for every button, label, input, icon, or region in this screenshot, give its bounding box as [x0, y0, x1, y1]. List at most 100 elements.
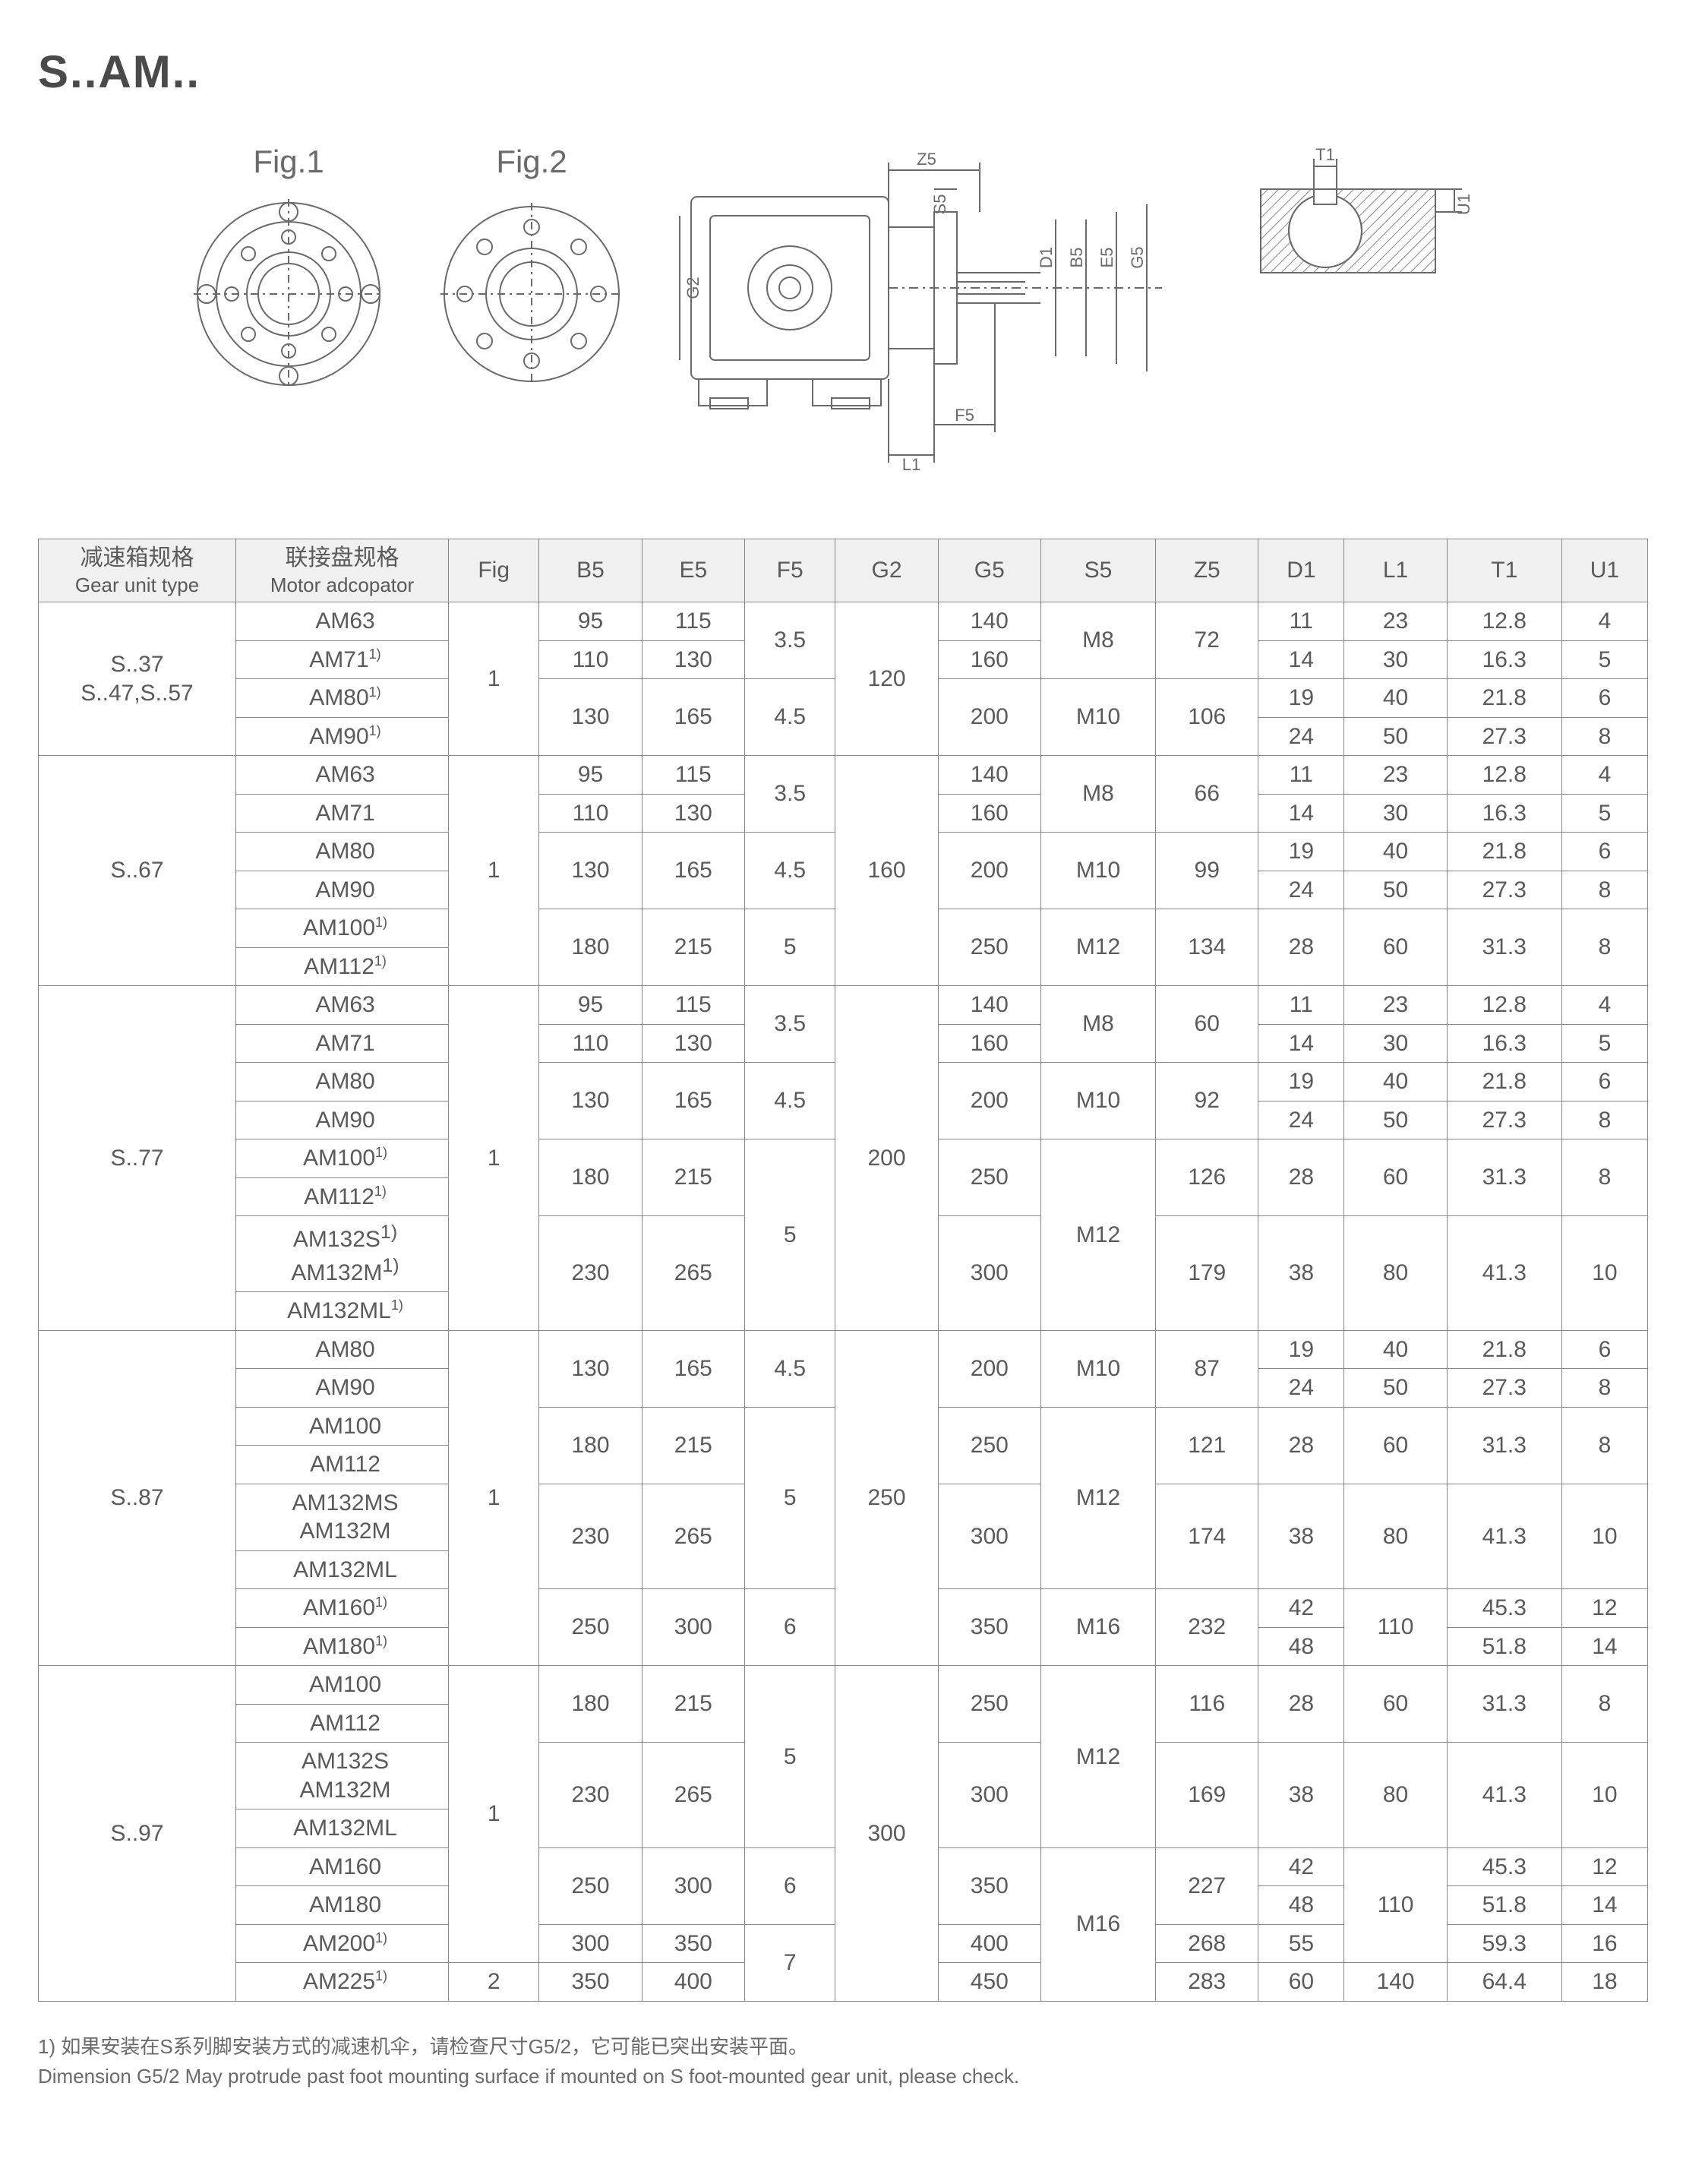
data-cell: 38 [1258, 1216, 1344, 1331]
data-cell: 27.3 [1447, 871, 1561, 909]
data-cell: 4 [1561, 986, 1647, 1025]
data-cell: 115 [642, 986, 744, 1025]
data-cell: 130 [539, 679, 642, 756]
data-cell: 8 [1561, 1139, 1647, 1216]
data-cell: 16 [1561, 1924, 1647, 1963]
motor-cell: AM132ML [236, 1550, 449, 1589]
data-cell: 45.3 [1447, 1847, 1561, 1886]
data-cell: 60 [1344, 1139, 1447, 1216]
data-cell: 38 [1258, 1484, 1344, 1589]
data-cell: 23 [1344, 756, 1447, 795]
data-cell: 450 [938, 1963, 1040, 2002]
data-cell: 28 [1258, 1407, 1344, 1484]
data-cell: 19 [1258, 679, 1344, 718]
data-cell: 11 [1258, 986, 1344, 1025]
data-cell: 72 [1156, 602, 1258, 679]
data-cell: 200 [938, 1063, 1040, 1139]
motor-cell: AM100 [236, 1666, 449, 1705]
data-cell: 14 [1258, 1024, 1344, 1063]
data-cell: 106 [1156, 679, 1258, 756]
data-cell: 140 [938, 986, 1040, 1025]
data-cell: 8 [1561, 871, 1647, 909]
data-cell: 21.8 [1447, 1330, 1561, 1369]
svg-text:T1: T1 [1315, 145, 1335, 164]
data-cell: 121 [1156, 1407, 1258, 1484]
fig1-block: Fig.1 [190, 144, 387, 397]
motor-cell: AM2251) [236, 1963, 449, 2002]
data-cell: 4.5 [744, 833, 835, 909]
data-cell: 300 [835, 1666, 938, 2002]
data-cell: 21.8 [1447, 679, 1561, 718]
data-cell: 50 [1344, 871, 1447, 909]
data-cell: 99 [1156, 833, 1258, 909]
motor-cell: AM132ML1) [236, 1292, 449, 1331]
data-cell: 140 [938, 602, 1040, 641]
data-cell: 16.3 [1447, 640, 1561, 679]
data-cell: 350 [539, 1963, 642, 2002]
dimensions-table: 减速箱规格Gear unit type联接盘规格Motor adcopatorF… [38, 539, 1648, 2002]
data-cell: 30 [1344, 640, 1447, 679]
data-cell: 130 [642, 640, 744, 679]
data-cell: 1 [449, 986, 539, 1331]
motor-cell: AM112 [236, 1446, 449, 1484]
data-cell: 51.8 [1447, 1627, 1561, 1666]
data-cell: 16.3 [1447, 1024, 1561, 1063]
data-cell: 42 [1258, 1589, 1344, 1628]
table-row: S..37S..47,S..57AM631951153.5120140M8721… [39, 602, 1648, 641]
motor-cell: AM80 [236, 833, 449, 871]
data-cell: 50 [1344, 1101, 1447, 1139]
data-cell: 215 [642, 1139, 744, 1216]
data-cell: 31.3 [1447, 909, 1561, 986]
data-cell: 48 [1258, 1886, 1344, 1925]
data-cell: 60 [1156, 986, 1258, 1063]
data-cell: 24 [1258, 1101, 1344, 1139]
svg-text:G5: G5 [1128, 246, 1147, 268]
data-cell: 3.5 [744, 602, 835, 679]
data-cell: 268 [1156, 1924, 1258, 1963]
data-cell: 21.8 [1447, 1063, 1561, 1101]
data-cell: 12 [1561, 1847, 1647, 1886]
footnote: 1) 如果安装在S系列脚安装方式的减速机伞，请检查尺寸G5/2，它可能已突出安装… [38, 2032, 1648, 2091]
data-cell: 265 [642, 1216, 744, 1331]
data-cell: 250 [938, 1666, 1040, 1743]
data-cell: 8 [1561, 1407, 1647, 1484]
motor-cell: AM160 [236, 1847, 449, 1886]
data-cell: 5 [1561, 794, 1647, 833]
data-cell: 283 [1156, 1963, 1258, 2002]
data-cell: 30 [1344, 794, 1447, 833]
svg-text:F5: F5 [955, 406, 974, 425]
motor-cell: AM901) [236, 717, 449, 756]
data-cell: 8 [1561, 717, 1647, 756]
data-cell: 10 [1561, 1484, 1647, 1589]
data-cell: 1 [449, 602, 539, 756]
data-cell: 174 [1156, 1484, 1258, 1589]
data-cell: 2 [449, 1963, 539, 2002]
data-cell: 110 [539, 640, 642, 679]
data-cell: M8 [1040, 986, 1155, 1063]
motor-cell: AM711) [236, 640, 449, 679]
data-cell: 28 [1258, 1666, 1344, 1743]
data-cell: 95 [539, 602, 642, 641]
data-cell: 160 [938, 640, 1040, 679]
data-cell: 300 [539, 1924, 642, 1963]
data-cell: M8 [1040, 602, 1155, 679]
data-cell: 8 [1561, 1369, 1647, 1408]
table-header: 减速箱规格Gear unit type联接盘规格Motor adcopatorF… [39, 539, 1648, 602]
data-cell: 14 [1561, 1886, 1647, 1925]
data-cell: 30 [1344, 1024, 1447, 1063]
data-cell: 5 [744, 1666, 835, 1848]
motor-cell: AM1001) [236, 909, 449, 948]
gear-unit-cell: S..97 [39, 1666, 236, 2002]
motor-cell: AM1801) [236, 1627, 449, 1666]
data-cell: 126 [1156, 1139, 1258, 1216]
data-cell: 230 [539, 1216, 642, 1331]
data-cell: 215 [642, 1407, 744, 1484]
data-cell: 6 [1561, 833, 1647, 871]
data-cell: 60 [1344, 909, 1447, 986]
motor-cell: AM132S1)AM132M1) [236, 1216, 449, 1292]
data-cell: 14 [1258, 640, 1344, 679]
data-cell: 200 [938, 1330, 1040, 1407]
motor-cell: AM180 [236, 1886, 449, 1925]
data-cell: 1 [449, 756, 539, 986]
data-cell: 115 [642, 602, 744, 641]
